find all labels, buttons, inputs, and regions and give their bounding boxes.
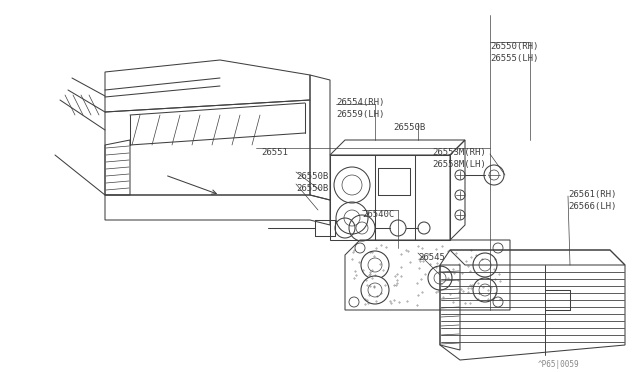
Text: 26550B: 26550B: [296, 184, 328, 193]
Circle shape: [473, 253, 497, 277]
Text: 26555(LH): 26555(LH): [490, 54, 538, 63]
Circle shape: [361, 251, 389, 279]
Text: 26551: 26551: [261, 148, 288, 157]
Text: ^P65|0059: ^P65|0059: [538, 360, 580, 369]
Text: 26550(RH): 26550(RH): [490, 42, 538, 51]
Text: 26550B: 26550B: [393, 123, 425, 132]
Text: 26553M(RH): 26553M(RH): [432, 148, 486, 157]
Text: 26550B: 26550B: [296, 172, 328, 181]
Text: 26558M(LH): 26558M(LH): [432, 160, 486, 169]
Text: 26566(LH): 26566(LH): [568, 202, 616, 211]
Text: 26554(RH): 26554(RH): [336, 98, 385, 107]
Circle shape: [473, 278, 497, 302]
Text: 26561(RH): 26561(RH): [568, 190, 616, 199]
Text: 26545: 26545: [418, 253, 445, 262]
Circle shape: [428, 266, 452, 290]
Text: 26559(LH): 26559(LH): [336, 110, 385, 119]
Text: 26540C: 26540C: [362, 210, 394, 219]
Circle shape: [361, 276, 389, 304]
